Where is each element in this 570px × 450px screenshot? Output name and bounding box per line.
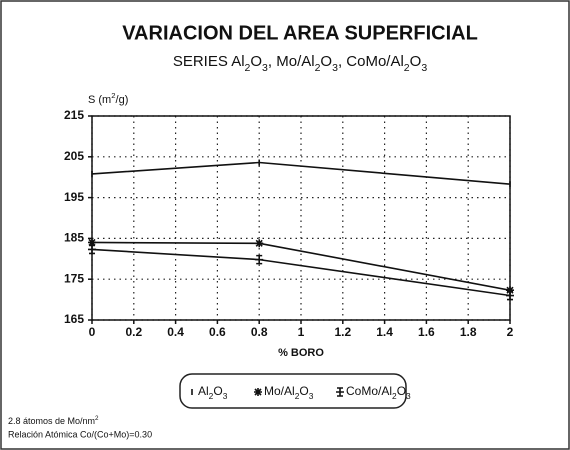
legend-label: CoMo/Al2O3 bbox=[346, 384, 411, 401]
x-tick-label: 1 bbox=[298, 325, 305, 339]
y-axis-label: S (m2/g) bbox=[88, 91, 128, 106]
chart-subtitle: SERIES Al2O3, Mo/Al2O3, CoMo/Al2O3 bbox=[173, 53, 427, 74]
x-tick-label: 1.4 bbox=[376, 325, 393, 339]
marker bbox=[88, 244, 96, 255]
note: Relación Atómica Co/(Co+Mo)=0.30 bbox=[8, 429, 152, 439]
y-tick-label: 215 bbox=[64, 108, 84, 122]
plot-border bbox=[91, 115, 511, 321]
x-tick-label: 1.6 bbox=[418, 325, 435, 339]
x-tick-label: 1.2 bbox=[334, 325, 351, 339]
legend-marker bbox=[336, 387, 344, 397]
x-tick-label: 0.2 bbox=[125, 325, 142, 339]
y-tick-label: 185 bbox=[64, 231, 84, 245]
x-tick-label: 0.6 bbox=[209, 325, 226, 339]
marker bbox=[255, 239, 264, 248]
legend-marker bbox=[254, 388, 262, 396]
legend-box bbox=[179, 373, 407, 409]
marker bbox=[255, 254, 264, 265]
note: 2.8 átomos de Mo/nm2 bbox=[8, 415, 99, 426]
marker bbox=[506, 286, 514, 295]
x-tick-label: 1.8 bbox=[460, 325, 477, 339]
y-tick-label: 195 bbox=[64, 190, 84, 204]
y-tick-label: 205 bbox=[64, 149, 84, 163]
marker bbox=[88, 238, 96, 247]
chart-title: VARIACION DEL AREA SUPERFICIAL bbox=[122, 22, 478, 44]
x-tick-label: 0 bbox=[89, 325, 96, 339]
legend-label: Al2O3 bbox=[198, 384, 228, 401]
y-tick-label: 165 bbox=[64, 312, 84, 326]
x-tick-label: 0.4 bbox=[167, 325, 184, 339]
marker bbox=[506, 290, 514, 301]
x-tick-label: 0.8 bbox=[251, 325, 268, 339]
x-axis-label: % BORO bbox=[278, 347, 324, 359]
x-tick-label: 2 bbox=[507, 325, 514, 339]
legend-label: Mo/Al2O3 bbox=[264, 384, 314, 401]
y-tick-label: 175 bbox=[64, 271, 84, 285]
